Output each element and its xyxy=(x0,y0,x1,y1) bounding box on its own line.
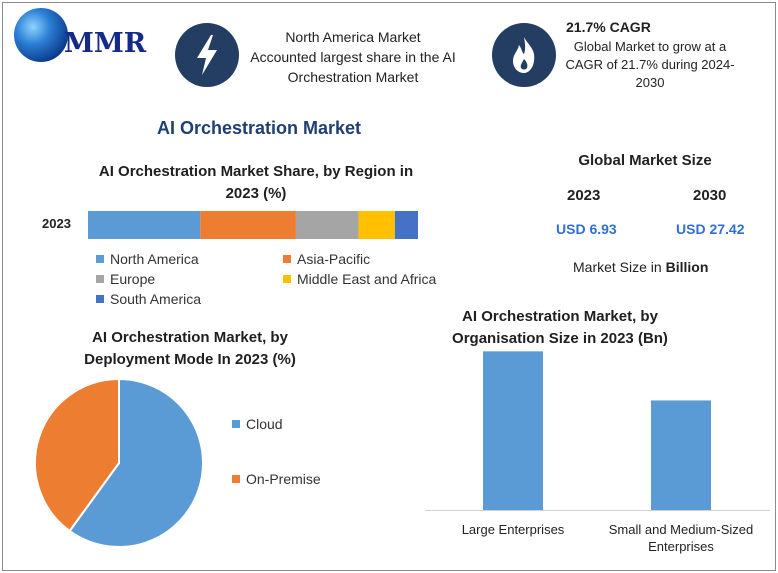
year-2023-label: 2023 xyxy=(567,187,601,204)
cagr-title: 21.7% CAGR xyxy=(566,19,651,35)
unit-bold: Billion xyxy=(665,259,709,275)
legend-swatch xyxy=(232,475,240,483)
legend-asia-pacific: Asia-Pacific xyxy=(283,251,370,267)
region-segment-south-america xyxy=(394,211,418,239)
legend-on-premise: On-Premise xyxy=(232,471,321,487)
legend-swatch xyxy=(283,275,291,283)
legend-swatch xyxy=(232,420,240,428)
info-north-america: North America Market Accounted largest s… xyxy=(238,27,468,87)
org-bar-smes xyxy=(651,400,711,510)
legend-label: Cloud xyxy=(246,416,283,432)
deployment-title-line: Deployment Mode In 2023 (%) xyxy=(84,351,296,368)
region-title-line: 2023 (%) xyxy=(225,185,287,202)
organisation-bar-chart: Large Enterprises Small and Medium-Sized E… xyxy=(425,351,770,554)
legend-swatch xyxy=(283,255,291,263)
legend-label: Europe xyxy=(110,271,156,287)
legend-north-america: North America xyxy=(96,251,199,267)
legend-label: Asia-Pacific xyxy=(297,251,371,267)
organisation-title-line: AI Orchestration Market, by xyxy=(462,308,658,325)
page-title: AI Orchestration Market xyxy=(157,118,362,138)
region-segment-asia-pacific xyxy=(200,211,296,239)
legend-swatch xyxy=(96,275,104,283)
region-stacked-bar xyxy=(88,211,418,239)
deployment-pie-chart xyxy=(34,377,204,548)
info-cagr: Global Market to grow at a CAGR of 21.7%… xyxy=(555,38,745,92)
org-category-label: Large Enterprises xyxy=(462,522,565,537)
info2-line: CAGR of 21.7% during 2024- xyxy=(565,57,735,72)
org-bar-large-enterprises xyxy=(483,351,543,510)
legend-south-america: South America xyxy=(96,291,201,307)
region-segment-middle-east-and-africa xyxy=(358,211,395,239)
legend-cloud: Cloud xyxy=(232,416,283,432)
info1-line: Accounted largest share in the AI xyxy=(250,49,456,65)
org-category-label: Small and Medium-Sized xyxy=(609,522,754,537)
year-2030-label: 2030 xyxy=(693,187,727,204)
info1-line: North America Market xyxy=(285,29,421,45)
lightning-icon xyxy=(175,23,239,87)
organisation-chart-title: AI Orchestration Market, by Organisation… xyxy=(420,306,700,350)
legend-label: On-Premise xyxy=(246,471,321,487)
market-size-unit: Market Size in Billion xyxy=(573,259,708,275)
legend-label: Middle East and Africa xyxy=(297,271,437,287)
market-size-title: Global Market Size xyxy=(578,152,712,169)
legend-europe: Europe xyxy=(96,271,155,287)
region-chart-title: AI Orchestration Market Share, by Region… xyxy=(80,161,432,205)
logo-text: MMR xyxy=(64,28,147,59)
region-segment-europe xyxy=(295,211,359,239)
unit-prefix: Market Size in xyxy=(573,259,662,275)
legend-label: South America xyxy=(110,291,202,307)
globe-logo-icon xyxy=(14,8,68,62)
value-2023: USD 6.93 xyxy=(556,221,617,237)
flame-icon xyxy=(492,23,556,87)
info1-line: Orchestration Market xyxy=(287,69,419,85)
pie-slice-cloud xyxy=(68,377,204,548)
legend-middle-east-africa: Middle East and Africa xyxy=(283,271,436,287)
value-2030: USD 27.42 xyxy=(676,221,745,237)
info2-line: 2030 xyxy=(635,75,665,90)
organisation-title-line: Organisation Size in 2023 (Bn) xyxy=(452,330,668,347)
region-category-label: 2023 xyxy=(42,216,71,231)
info2-line: Global Market to grow at a xyxy=(573,39,727,54)
org-category-label: Enterprises xyxy=(648,539,714,554)
pie-slice-on-premise xyxy=(34,377,120,533)
region-title-line: AI Orchestration Market Share, by Region… xyxy=(98,163,414,180)
region-segment-north-america xyxy=(88,211,201,239)
legend-label: North America xyxy=(110,251,199,267)
legend-swatch xyxy=(96,255,104,263)
legend-swatch xyxy=(96,295,104,303)
deployment-chart-title: AI Orchestration Market, by Deployment M… xyxy=(40,327,340,371)
deployment-title-line: AI Orchestration Market, by xyxy=(92,329,288,346)
